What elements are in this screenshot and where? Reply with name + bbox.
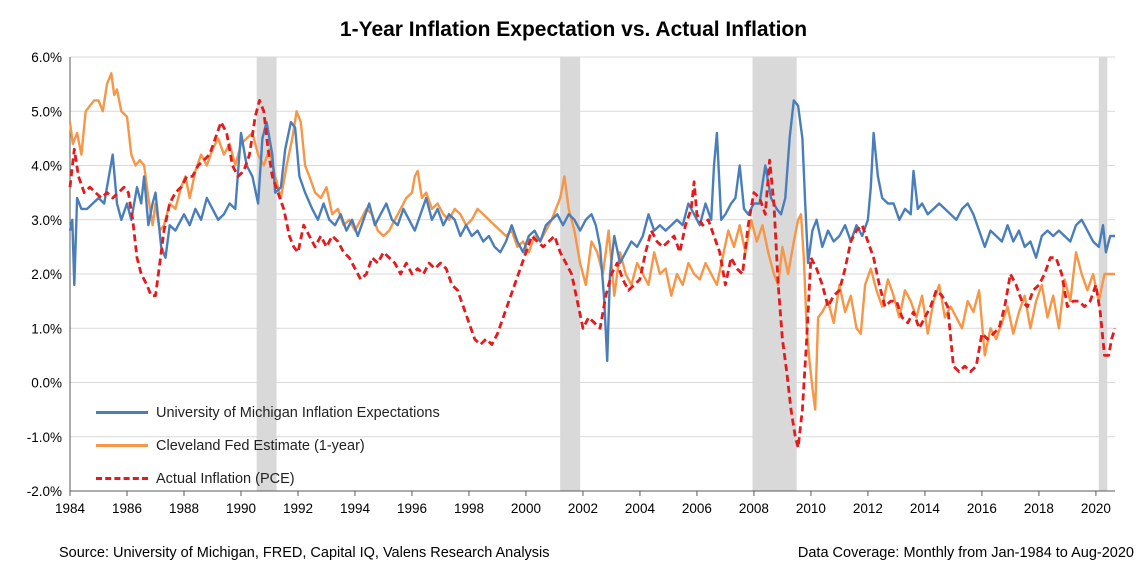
- x-tick-label: 2014: [910, 501, 941, 516]
- x-tick-label: 1998: [454, 501, 484, 516]
- x-tick-label: 2018: [1024, 501, 1054, 516]
- legend-label-pce: Actual Inflation (PCE): [156, 470, 295, 487]
- x-tick-label: 1984: [55, 501, 86, 516]
- legend-label-michigan: University of Michigan Inflation Expecta…: [156, 404, 440, 421]
- y-tick-label: 5.0%: [31, 104, 62, 119]
- y-tick-label: -2.0%: [27, 484, 62, 499]
- x-tick-label: 2008: [739, 501, 769, 516]
- series-line-cleveland: [68, 72, 1115, 411]
- y-tick-label: 1.0%: [31, 321, 62, 336]
- x-tick-label: 1990: [226, 501, 256, 516]
- chart-legend: University of Michigan Inflation Expecta…: [96, 396, 440, 495]
- y-tick-label: 2.0%: [31, 267, 62, 282]
- coverage-note: Data Coverage: Monthly from Jan-1984 to …: [797, 545, 1134, 561]
- legend-swatch-michigan: [96, 411, 148, 414]
- y-tick-label: -1.0%: [27, 430, 62, 445]
- y-tick-label: 4.0%: [31, 159, 62, 174]
- x-tick-label: 1992: [283, 501, 313, 516]
- x-tick-label: 1986: [112, 501, 142, 516]
- legend-item-pce: Actual Inflation (PCE): [96, 462, 440, 495]
- x-tick-label: 2004: [625, 501, 656, 516]
- x-tick-label: 1988: [169, 501, 199, 516]
- legend-swatch-cleveland: [96, 444, 148, 447]
- x-tick-label: 2010: [796, 501, 826, 516]
- legend-label-cleveland: Cleveland Fed Estimate (1-year): [156, 437, 365, 454]
- legend-swatch-pce: [96, 477, 148, 480]
- x-tick-label: 1996: [397, 501, 427, 516]
- legend-item-cleveland: Cleveland Fed Estimate (1-year): [96, 429, 440, 462]
- x-tick-label: 2006: [682, 501, 712, 516]
- x-tick-label: 1994: [340, 501, 371, 516]
- legend-item-michigan: University of Michigan Inflation Expecta…: [96, 396, 440, 429]
- y-tick-label: 6.0%: [31, 50, 62, 65]
- y-tick-label: 0.0%: [31, 376, 62, 391]
- series-line-michigan: [68, 99, 1115, 362]
- series-line-pce: [68, 99, 1117, 449]
- chart-title: 1-Year Inflation Expectation vs. Actual …: [339, 18, 808, 41]
- x-tick-label: 2020: [1081, 501, 1111, 516]
- x-tick-label: 2000: [511, 501, 541, 516]
- y-tick-label: 3.0%: [31, 213, 62, 228]
- x-tick-label: 2012: [853, 501, 883, 516]
- x-tick-label: 2002: [568, 501, 598, 516]
- source-note: Source: University of Michigan, FRED, Ca…: [59, 545, 550, 561]
- x-tick-label: 2016: [967, 501, 997, 516]
